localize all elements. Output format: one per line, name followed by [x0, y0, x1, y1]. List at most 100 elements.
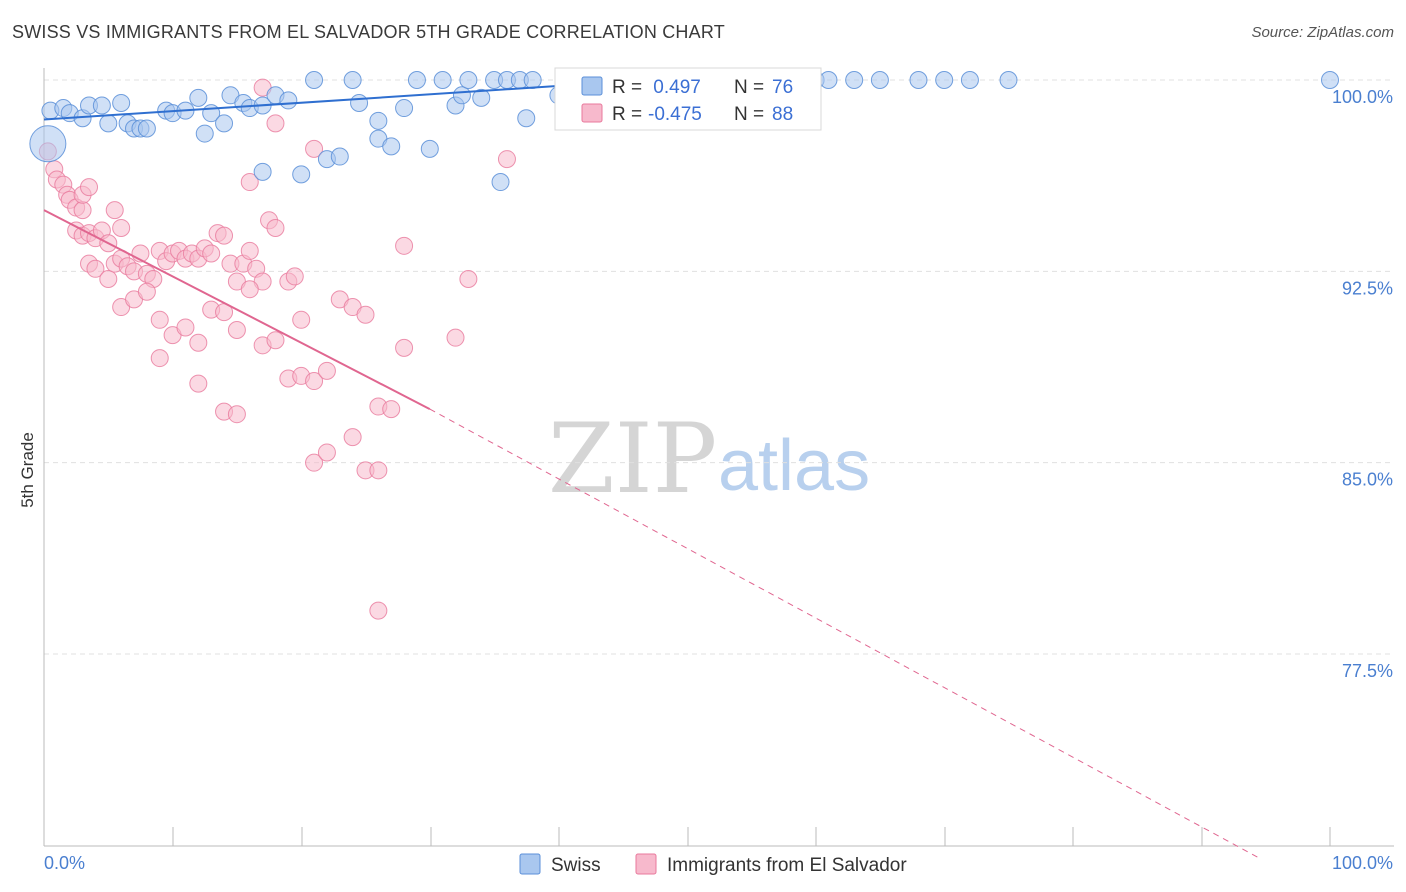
- swiss-point: [99, 114, 118, 133]
- grid-lines: [44, 79, 1394, 655]
- y-tick-label: 100.0%: [1332, 87, 1393, 107]
- y-axis-label: 5th Grade: [18, 432, 37, 508]
- swiss-point: [215, 114, 234, 133]
- y-tick-label: 85.0%: [1342, 470, 1393, 490]
- salvador-point: [446, 328, 465, 347]
- legend-swiss-n-value: 76: [772, 77, 793, 98]
- legend-swiss-r-label: R =: [612, 77, 642, 98]
- bottom-legend-swatch-swiss: [519, 853, 541, 875]
- legend: R = 0.497 N = 76 R = -0.475 N = 88: [554, 67, 822, 131]
- swiss-point: [382, 137, 401, 156]
- salvador-point: [99, 269, 118, 288]
- swiss-point: [92, 96, 111, 115]
- salvador-point: [459, 269, 478, 288]
- salvador-point: [292, 310, 311, 329]
- watermark-atlas: atlas: [718, 426, 870, 506]
- salvador-point: [266, 114, 285, 133]
- salvador-point: [317, 361, 336, 380]
- legend-salv-r-label: R =: [612, 104, 642, 125]
- swiss-point: [523, 71, 542, 89]
- salvador-point: [395, 236, 414, 255]
- salvador-point: [86, 259, 105, 278]
- legend-swatch-swiss: [581, 76, 603, 96]
- salvador-point: [80, 178, 99, 197]
- salvador-point: [240, 280, 259, 299]
- chart-title: SWISS VS IMMIGRANTS FROM EL SALVADOR 5TH…: [12, 22, 725, 42]
- salvador-point: [285, 267, 304, 286]
- swiss-point: [29, 125, 67, 163]
- legend-salv-r-value: -0.475: [648, 104, 702, 125]
- legend-salv-n-value: 88: [772, 104, 793, 125]
- swiss-point: [999, 71, 1018, 89]
- x-tick-label-left: 0.0%: [44, 853, 85, 873]
- salvador-point: [356, 305, 375, 324]
- swiss-point: [395, 99, 414, 118]
- swiss-point: [452, 86, 471, 105]
- salvador-point: [189, 374, 208, 393]
- salvador-point: [305, 453, 324, 472]
- salvador-point: [73, 201, 92, 220]
- legend-swatch-salvador: [581, 103, 603, 123]
- bottom-legend-salvador: Immigrants from El Salvador: [667, 855, 907, 876]
- salvador-point: [369, 601, 388, 620]
- swiss-point: [472, 88, 491, 107]
- swiss-point: [305, 71, 324, 89]
- chart-source: Source: ZipAtlas.com: [1251, 24, 1394, 41]
- legend-salv-n-label: N =: [734, 104, 764, 125]
- bottom-legend-swiss: Swiss: [551, 855, 601, 876]
- bottom-legend-swatch-salvador: [635, 853, 657, 875]
- salvador-point: [240, 173, 259, 192]
- swiss-point: [459, 71, 478, 89]
- swiss-point: [517, 109, 536, 128]
- salvador-point: [150, 349, 169, 368]
- swiss-point: [189, 88, 208, 107]
- legend-swiss-n-label: N =: [734, 77, 764, 98]
- legend-swiss-r-value: 0.497: [648, 77, 701, 98]
- swiss-point: [909, 71, 928, 89]
- swiss-point: [350, 93, 369, 112]
- swiss-point: [279, 91, 298, 110]
- y-tick-label: 92.5%: [1342, 278, 1393, 298]
- swiss-point: [253, 162, 272, 181]
- swiss-point: [112, 93, 131, 112]
- swiss-point: [1321, 71, 1339, 89]
- y-tick-label: 77.5%: [1342, 661, 1393, 681]
- swiss-point: [491, 173, 510, 192]
- swiss-point: [870, 71, 889, 89]
- watermark-zip: ZIP: [548, 403, 717, 515]
- watermark: ZIP atlas: [548, 403, 870, 515]
- salvador-point: [215, 226, 234, 245]
- salvador-point: [189, 333, 208, 352]
- x-tick-label-right: 100.0%: [1332, 853, 1393, 873]
- salvador-point: [227, 321, 246, 340]
- salvador-point: [497, 150, 516, 169]
- salvador-point: [343, 428, 362, 447]
- swiss-point: [819, 71, 838, 89]
- salvador-point: [137, 282, 156, 301]
- swiss-point: [330, 147, 349, 166]
- swiss-point: [369, 111, 388, 130]
- salvador-point: [240, 241, 259, 260]
- salvador-point: [266, 331, 285, 350]
- swiss-point: [195, 124, 214, 143]
- swiss-point: [292, 165, 311, 184]
- salvador-point: [266, 218, 285, 237]
- swiss-trend-line: [43, 81, 610, 121]
- salvador-point: [382, 400, 401, 419]
- bottom-legend: Swiss Immigrants from El Salvador: [519, 853, 907, 876]
- swiss-point: [935, 71, 954, 89]
- swiss-point: [845, 71, 864, 89]
- swiss-point: [137, 119, 156, 138]
- salvador-point: [105, 201, 124, 220]
- salvador-point: [227, 405, 246, 424]
- swiss-point: [433, 71, 452, 89]
- salvador-point: [305, 372, 324, 391]
- salvador-point: [395, 338, 414, 357]
- swiss-point: [407, 71, 426, 89]
- swiss-point: [343, 71, 362, 89]
- salvador-trend-line: [43, 209, 431, 410]
- axes: [43, 68, 1394, 847]
- salvador-point: [150, 310, 169, 329]
- salvador-point: [317, 443, 336, 462]
